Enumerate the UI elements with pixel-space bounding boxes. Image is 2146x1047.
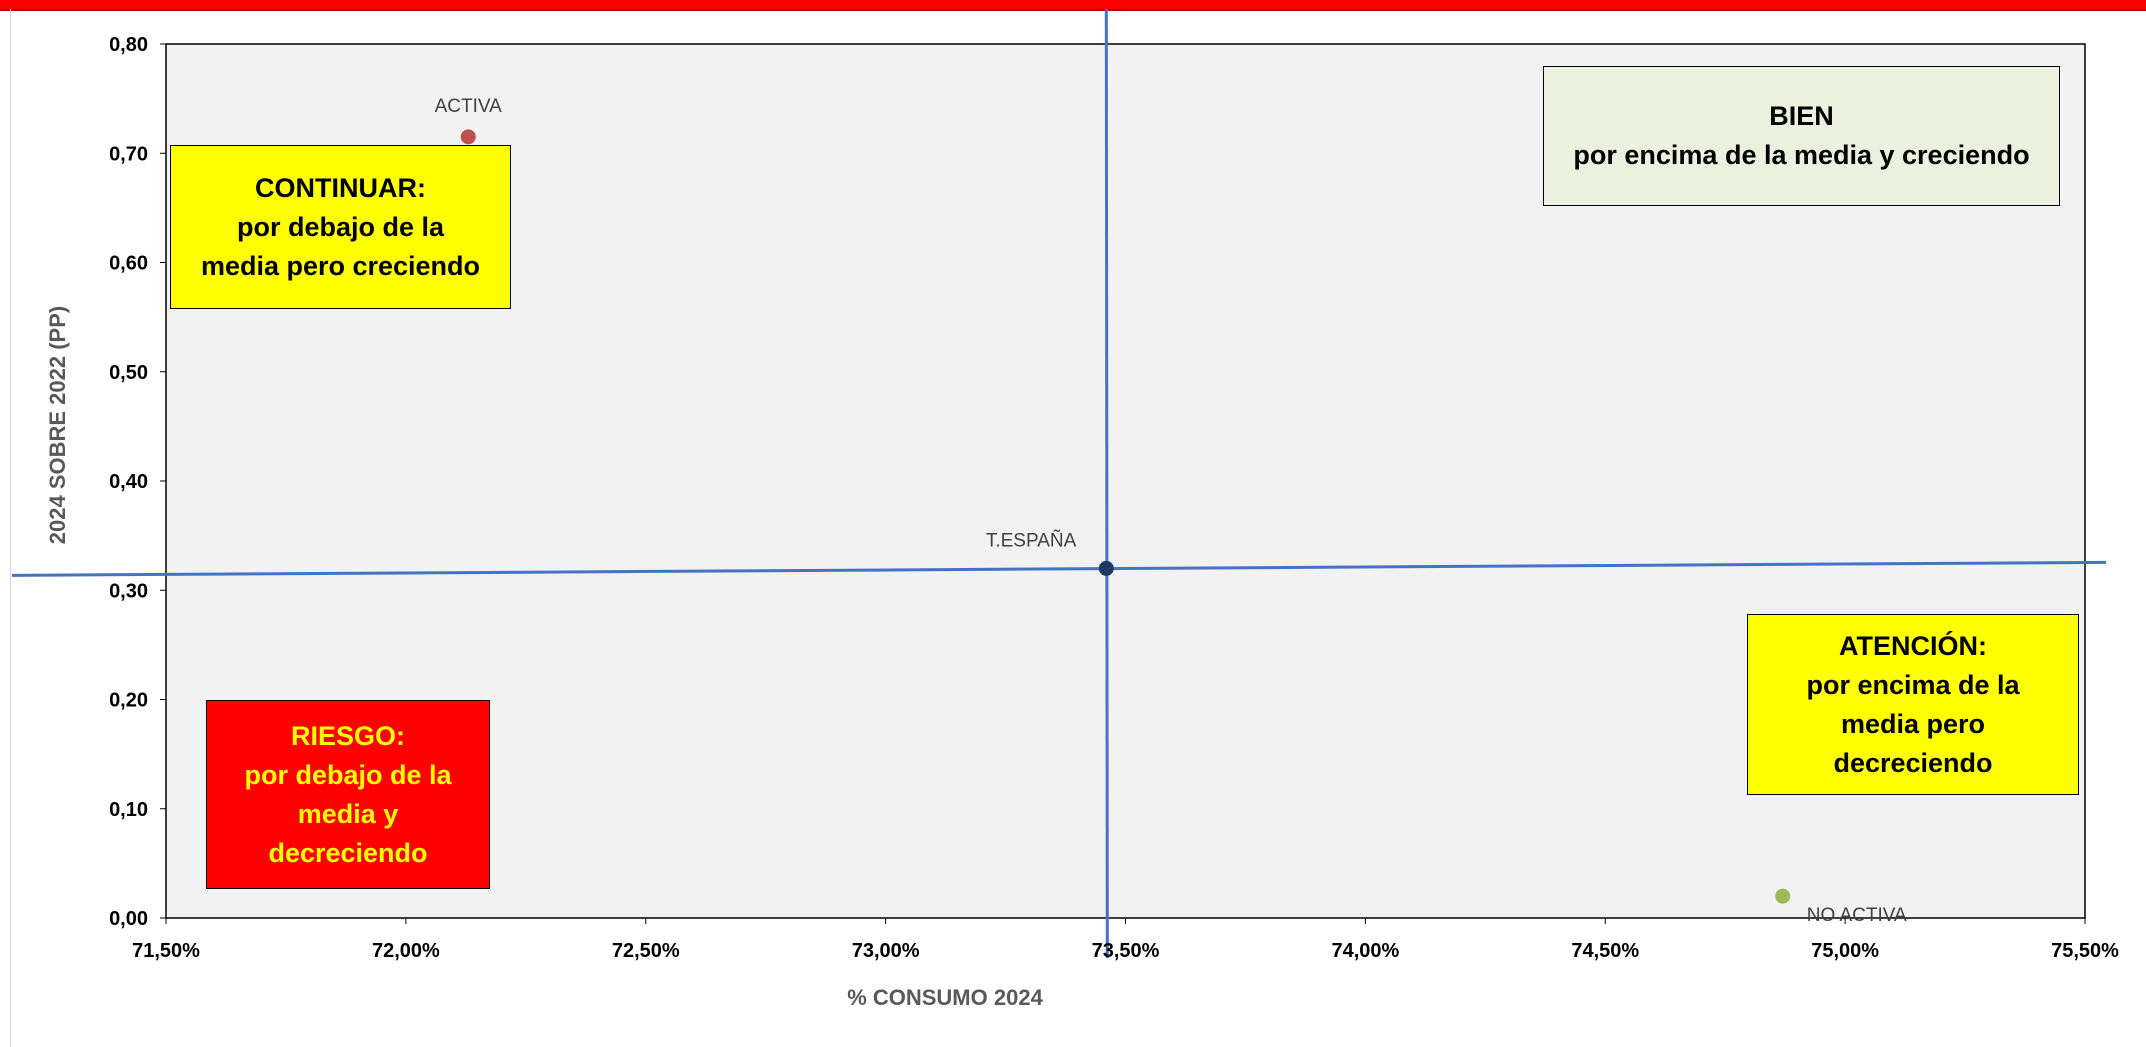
quadrant-continuar-box: CONTINUAR: por debajo de la media pero c… bbox=[170, 145, 511, 309]
y-tick-label: 0,70 bbox=[109, 143, 148, 165]
horizontal-mean-line bbox=[11, 560, 2107, 577]
y-tick-label: 0,40 bbox=[109, 471, 148, 493]
y-tick-label: 0,20 bbox=[109, 690, 148, 712]
reference-lines bbox=[11, 8, 2107, 959]
quadrant-bien-box: BIEN por encima de la media y creciendo bbox=[1543, 66, 2060, 206]
data-point-label: ACTIVA bbox=[435, 96, 503, 117]
y-axis-ticks: 0,00 0,10 0,20 0,30 0,40 0,50 0,60 0,70 0,80 bbox=[109, 34, 166, 930]
top-banner-bar bbox=[0, 0, 2146, 11]
y-tick-label: 0,10 bbox=[109, 799, 148, 821]
x-tick-label: 75,50% bbox=[2051, 940, 2119, 962]
x-tick-label: 74,50% bbox=[1571, 940, 1639, 962]
x-axis-ticks: 71,50% 72,00% 72,50% 73,00% 73,50% 74,00% 74,5… bbox=[132, 918, 2119, 962]
y-tick-label: 0,50 bbox=[109, 362, 148, 384]
data-point-label: T.ESPAÑA bbox=[986, 529, 1077, 551]
left-border-line bbox=[10, 9, 11, 1047]
x-tick-label: 74,00% bbox=[1331, 940, 1399, 962]
data-point bbox=[1098, 560, 1114, 576]
x-tick-label: 72,00% bbox=[372, 940, 440, 962]
data-point bbox=[460, 129, 476, 145]
y-axis-title: 2024 SOBRE 2022 (PP) bbox=[45, 306, 70, 544]
data-points: ACTIVA T.ESPAÑA NO ACTIVA bbox=[435, 96, 1907, 926]
vertical-mean-line bbox=[1104, 8, 1109, 959]
x-tick-label: 72,50% bbox=[612, 940, 680, 962]
x-tick-label: 73,00% bbox=[852, 940, 920, 962]
x-axis-title: % CONSUMO 2024 bbox=[847, 985, 1043, 1010]
x-tick-label: 71,50% bbox=[132, 940, 200, 962]
x-tick-label: 75,00% bbox=[1811, 940, 1879, 962]
data-point bbox=[1775, 888, 1791, 904]
x-tick-label: 73,50% bbox=[1092, 940, 1160, 962]
data-point-label: NO ACTIVA bbox=[1807, 905, 1907, 926]
quadrant-atencion-box: ATENCIÓN: por encima de la media pero de… bbox=[1747, 614, 2079, 795]
y-tick-label: 0,60 bbox=[109, 253, 148, 275]
quadrant-riesgo-box: RIESGO: por debajo de la media y decreci… bbox=[206, 700, 490, 889]
y-tick-label: 0,00 bbox=[109, 908, 148, 930]
y-tick-label: 0,80 bbox=[109, 34, 148, 56]
y-tick-label: 0,30 bbox=[109, 580, 148, 602]
